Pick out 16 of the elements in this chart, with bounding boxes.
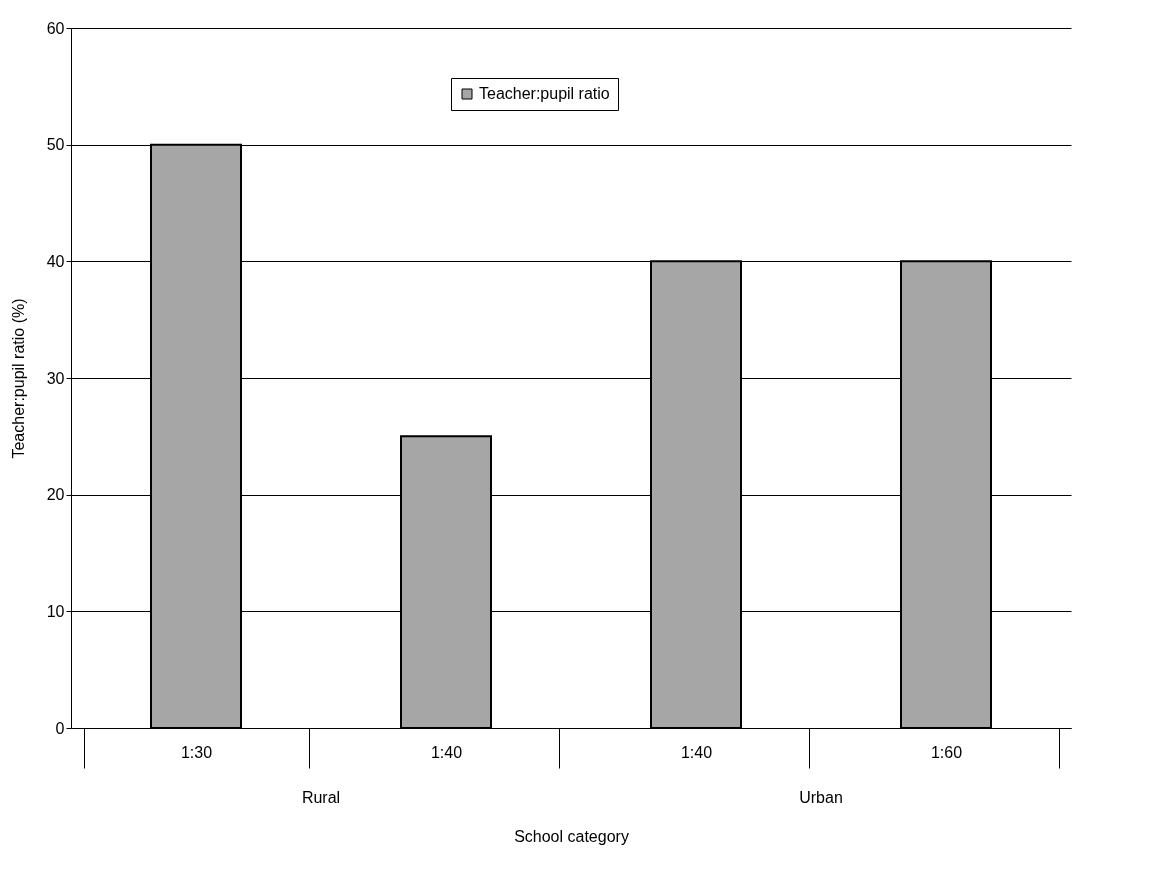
x-tick-label: 1:30	[180, 743, 213, 761]
text: Urban	[799, 789, 843, 806]
y-tick-label: 60	[46, 19, 65, 37]
x-tick-label: 1:40	[680, 743, 713, 761]
y-tick-label: 10	[46, 602, 65, 620]
text: Rural	[301, 789, 341, 806]
x-tick-label: 1:60	[930, 743, 963, 761]
y-tick-label: 40	[46, 252, 65, 270]
y-tick-label: 0	[55, 719, 65, 737]
x-tick-label: 1:40	[430, 743, 463, 761]
y-axis-title: Teacher:pupil ratio (%)	[9, 298, 27, 459]
legend-label: Teacher:pupil ratio	[479, 85, 610, 102]
x-axis-title: School category	[514, 828, 629, 845]
y-tick-label: 30	[46, 369, 65, 387]
y-tick-label: 20	[46, 486, 65, 504]
y-tick-label: 50	[46, 136, 65, 154]
